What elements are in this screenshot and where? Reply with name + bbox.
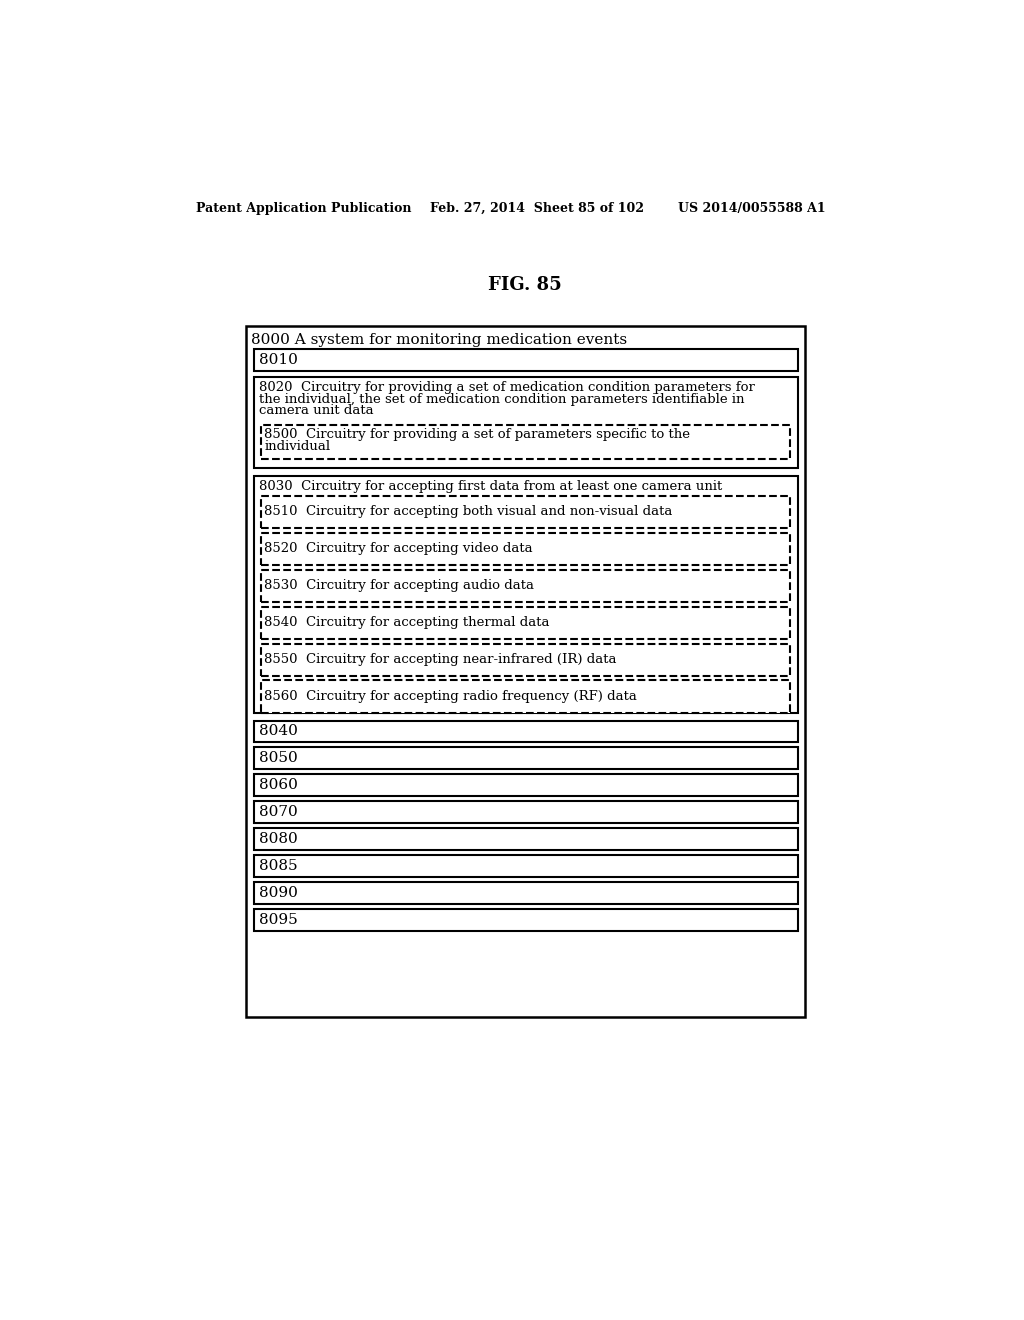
FancyBboxPatch shape — [261, 644, 790, 676]
FancyBboxPatch shape — [254, 775, 798, 796]
Text: 8070: 8070 — [259, 805, 298, 820]
FancyBboxPatch shape — [254, 855, 798, 876]
Text: 8085: 8085 — [259, 859, 298, 873]
Text: 8040: 8040 — [259, 725, 298, 738]
FancyBboxPatch shape — [254, 475, 798, 713]
Text: 8010: 8010 — [259, 354, 298, 367]
Text: 8520  Circuitry for accepting video data: 8520 Circuitry for accepting video data — [264, 543, 534, 556]
Text: US 2014/0055588 A1: US 2014/0055588 A1 — [678, 202, 826, 215]
Text: 8530  Circuitry for accepting audio data: 8530 Circuitry for accepting audio data — [264, 579, 535, 593]
Text: 8060: 8060 — [259, 779, 298, 792]
FancyBboxPatch shape — [254, 829, 798, 850]
Text: 8000 A system for monitoring medication events: 8000 A system for monitoring medication … — [251, 333, 628, 347]
FancyBboxPatch shape — [261, 496, 790, 528]
Text: individual: individual — [264, 440, 331, 453]
Text: 8090: 8090 — [259, 886, 298, 900]
Text: 8050: 8050 — [259, 751, 298, 766]
FancyBboxPatch shape — [261, 607, 790, 639]
FancyBboxPatch shape — [261, 570, 790, 602]
Text: 8550  Circuitry for accepting near-infrared (IR) data: 8550 Circuitry for accepting near-infrar… — [264, 653, 616, 667]
FancyBboxPatch shape — [254, 909, 798, 931]
Text: 8095: 8095 — [259, 913, 298, 927]
Text: 8080: 8080 — [259, 832, 298, 846]
FancyBboxPatch shape — [254, 350, 798, 371]
Text: 8030  Circuitry for accepting first data from at least one camera unit: 8030 Circuitry for accepting first data … — [259, 480, 722, 492]
Text: camera unit data: camera unit data — [259, 404, 374, 417]
FancyBboxPatch shape — [254, 378, 798, 469]
Text: FIG. 85: FIG. 85 — [487, 276, 562, 294]
Text: 8500  Circuitry for providing a set of parameters specific to the: 8500 Circuitry for providing a set of pa… — [264, 428, 690, 441]
Text: 8020  Circuitry for providing a set of medication condition parameters for: 8020 Circuitry for providing a set of me… — [259, 381, 755, 395]
FancyBboxPatch shape — [254, 721, 798, 742]
Text: the individual, the set of medication condition parameters identifiable in: the individual, the set of medication co… — [259, 393, 744, 407]
Text: Patent Application Publication: Patent Application Publication — [197, 202, 412, 215]
Text: 8510  Circuitry for accepting both visual and non-visual data: 8510 Circuitry for accepting both visual… — [264, 506, 673, 519]
FancyBboxPatch shape — [254, 882, 798, 904]
FancyBboxPatch shape — [254, 801, 798, 822]
FancyBboxPatch shape — [261, 681, 790, 713]
FancyBboxPatch shape — [261, 533, 790, 565]
Text: Feb. 27, 2014  Sheet 85 of 102: Feb. 27, 2014 Sheet 85 of 102 — [430, 202, 644, 215]
Text: 8540  Circuitry for accepting thermal data: 8540 Circuitry for accepting thermal dat… — [264, 616, 550, 630]
Text: 8560  Circuitry for accepting radio frequency (RF) data: 8560 Circuitry for accepting radio frequ… — [264, 690, 637, 704]
FancyBboxPatch shape — [261, 425, 790, 459]
FancyBboxPatch shape — [246, 326, 805, 1016]
FancyBboxPatch shape — [254, 747, 798, 770]
